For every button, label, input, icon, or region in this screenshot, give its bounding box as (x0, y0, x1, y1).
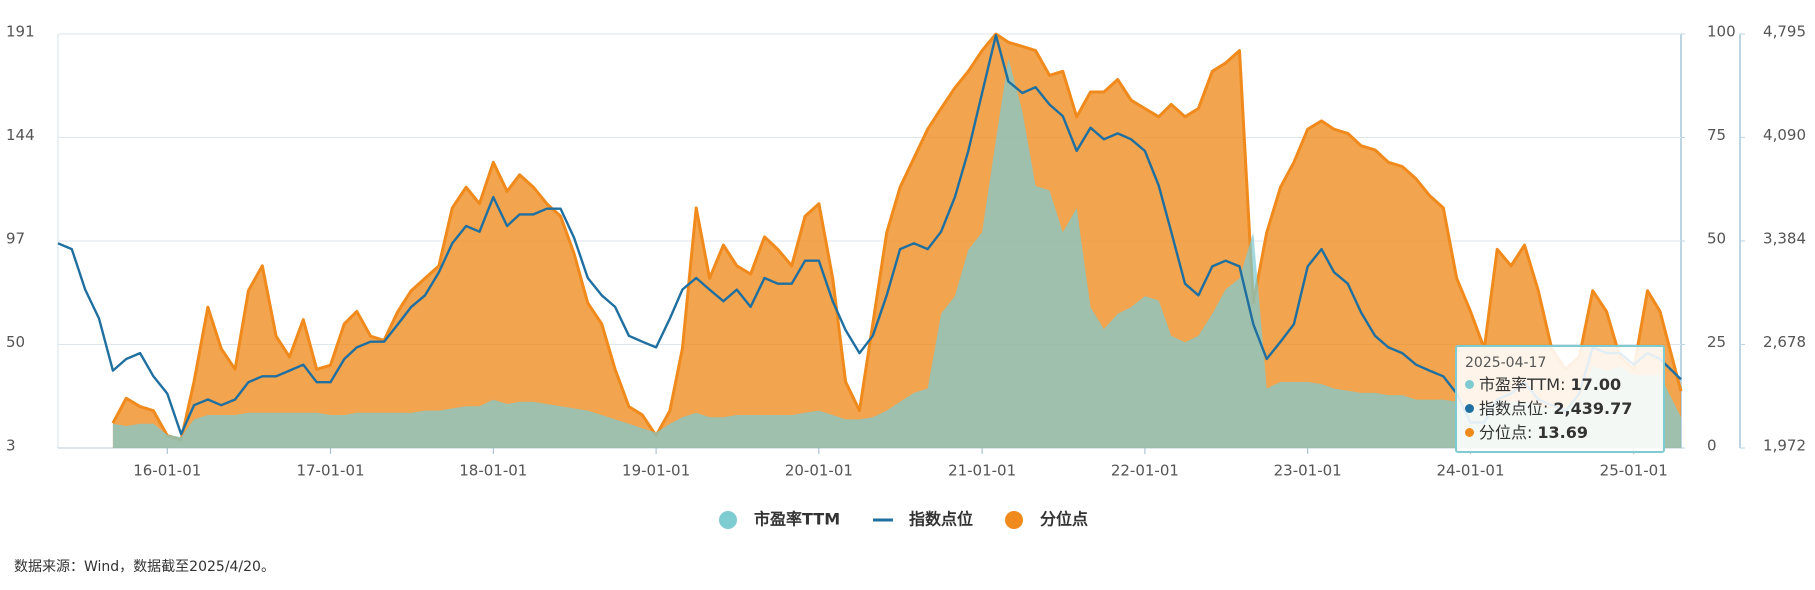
tooltip-text: 17.00 (1570, 375, 1622, 394)
tooltip-dot (1465, 380, 1474, 389)
tooltip-text: 指数点位 (1479, 399, 1544, 418)
x-tick-label: 24-01-01 (1436, 462, 1504, 480)
y3-tick-label: 1,972 (1763, 437, 1806, 455)
tooltip-text: 2,439.77 (1553, 399, 1633, 418)
x-tick-label: 21-01-01 (948, 462, 1016, 480)
x-tick-label: 20-01-01 (785, 462, 853, 480)
legend-item[interactable]: 市盈率TTM (719, 510, 840, 530)
area (112, 34, 1681, 448)
tooltip-text: : (1560, 375, 1566, 394)
tooltip-text: : (1543, 399, 1549, 418)
x-tick-label: 22-01-01 (1111, 462, 1179, 480)
tooltip-text: 分位点 (1479, 423, 1528, 442)
x-tick-label: 23-01-01 (1274, 462, 1342, 480)
line (57, 34, 1682, 436)
x-tick-label: 17-01-01 (296, 462, 364, 480)
tooltip-dot (1465, 404, 1474, 413)
x-tick-label: 19-01-01 (622, 462, 690, 480)
tooltip-date: 2025-04-17 (1465, 355, 1547, 371)
y-tick-label: 97 (6, 230, 25, 248)
area-edge (111, 32, 1683, 442)
x-tick-label: 25-01-01 (1600, 462, 1668, 480)
legend-label: 分位点 (1040, 510, 1088, 529)
tooltip-row: 指数点位: 2,439.77 (1465, 397, 1655, 421)
y3-tick-label: 2,678 (1763, 333, 1806, 351)
source-note: 数据来源：Wind，数据截至2025/4/20。 (14, 559, 275, 575)
tooltip-row: 市盈率TTM: 17.00 (1465, 373, 1655, 397)
y2-tick-label: 75 (1707, 126, 1726, 144)
y2-tick-label: 25 (1707, 333, 1726, 351)
y2-tick-label: 0 (1707, 437, 1717, 455)
tooltip-row: 分位点: 13.69 (1465, 421, 1655, 445)
tooltip: 2025-04-17 市盈率TTM: 17.00 指数点位: 2,439.77 分位点:… (1455, 345, 1665, 453)
legend-item[interactable]: 分位点 (1005, 510, 1088, 530)
tooltip-dot (1465, 428, 1474, 437)
y-tick-label: 3 (6, 437, 16, 455)
y-tick-label: 144 (6, 126, 35, 144)
y2-tick-label: 100 (1707, 23, 1736, 41)
tooltip-text: 13.69 (1537, 423, 1589, 442)
y3-tick-label: 4,090 (1763, 126, 1806, 144)
legend-item[interactable]: 指数点位 (873, 510, 973, 529)
y3-tick-label: 4,795 (1763, 23, 1806, 41)
y-tick-label: 191 (6, 23, 35, 41)
tooltip-text: : (1527, 423, 1533, 442)
x-tick-label: 18-01-01 (459, 462, 527, 480)
legend-label: 市盈率TTM (754, 510, 840, 529)
y2-tick-label: 50 (1707, 230, 1726, 248)
legend-label: 指数点位 (909, 510, 973, 529)
legend-swatch (719, 511, 737, 529)
chart: 3 50 97 144 191 0 25 50 75 100 1,972 2,678 3,384 4,09… (6, 23, 1806, 530)
y-tick-label: 50 (6, 333, 25, 351)
x-tick-label: 16-01-01 (133, 462, 201, 480)
y3-tick-label: 3,384 (1763, 229, 1806, 247)
tooltip-text: 市盈率TTM (1479, 375, 1561, 394)
legend-swatch (1005, 511, 1023, 529)
